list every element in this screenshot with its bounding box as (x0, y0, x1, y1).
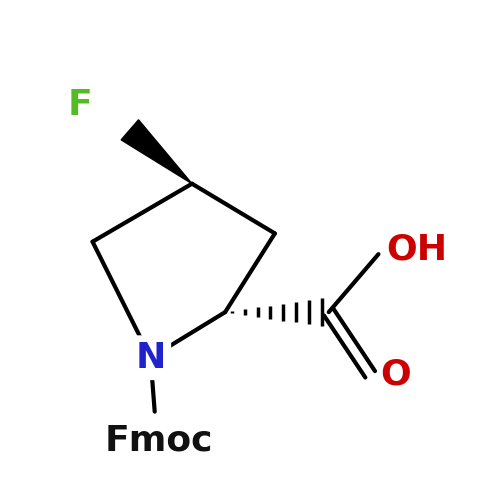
Text: OH: OH (386, 233, 448, 267)
Text: N: N (136, 340, 166, 374)
Text: F: F (68, 88, 92, 122)
Polygon shape (121, 120, 192, 184)
Text: Fmoc: Fmoc (104, 424, 213, 458)
Text: O: O (380, 358, 411, 392)
